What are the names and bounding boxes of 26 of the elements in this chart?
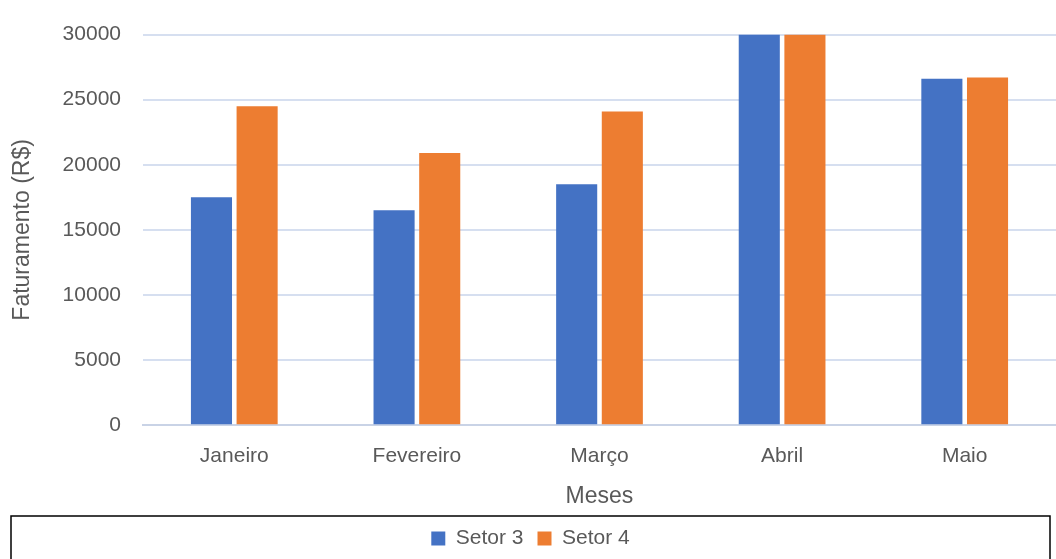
legend-label: Setor 4 [562,525,631,549]
bar [419,153,461,425]
y-axis-title: Faturamento (R$) [8,139,35,321]
legend-label: Setor 3 [455,525,524,549]
y-tick-label: 0 [109,412,121,435]
bar [236,106,278,425]
x-tick-label: Fevereiro [372,442,462,466]
bar [966,77,1009,425]
x-tick-label: Março [570,442,629,466]
y-tick-label: 25000 [62,86,121,110]
y-tick-label: 5000 [74,346,121,370]
y-tick-label: 20000 [62,151,121,175]
x-tick-label: Abril [761,442,804,466]
bar [190,197,233,425]
bar [921,78,963,425]
x-tick-label: Janeiro [199,442,269,466]
bar [373,210,415,425]
bar [601,111,643,425]
bar [556,184,598,425]
x-tick-label: Maio [941,442,988,466]
bar [784,34,826,425]
bar [738,34,780,425]
y-tick-label: 15000 [62,216,121,240]
x-axis-title: Meses [565,481,634,508]
y-tick-label: 10000 [62,281,121,305]
y-tick-label: 30000 [62,21,121,45]
